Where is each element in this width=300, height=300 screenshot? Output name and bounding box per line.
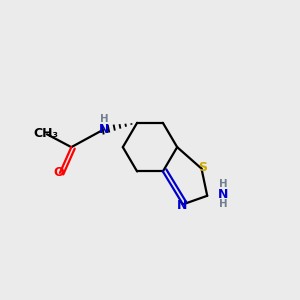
Text: CH₃: CH₃: [33, 127, 58, 140]
Text: H: H: [219, 200, 227, 209]
Text: O: O: [54, 166, 64, 179]
Text: N: N: [177, 199, 187, 212]
Text: H: H: [100, 114, 109, 124]
Text: S: S: [198, 161, 207, 174]
Text: H: H: [219, 179, 227, 189]
Text: N: N: [99, 123, 110, 136]
Text: N: N: [218, 188, 228, 201]
